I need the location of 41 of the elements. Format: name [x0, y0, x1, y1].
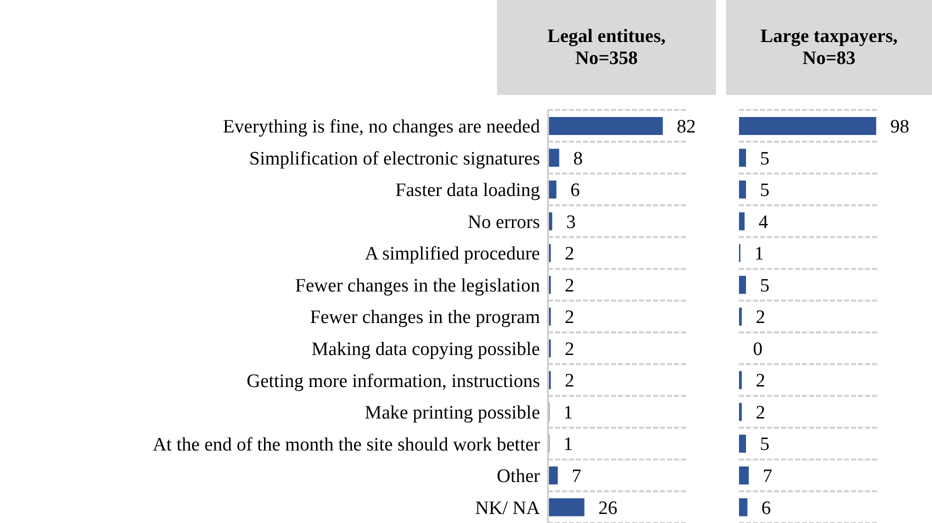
chart-title: Large taxpayers, No=83 — [726, 0, 932, 95]
data-label: 5 — [760, 434, 770, 456]
data-label: 98 — [890, 116, 910, 138]
y-tick-label: Fewer changes in the legislation — [295, 275, 540, 296]
data-label: 5 — [760, 180, 770, 202]
data-label: 1 — [754, 244, 764, 265]
data-label: 2 — [564, 244, 574, 265]
data-label: 2 — [564, 307, 574, 328]
data-label: 3 — [566, 212, 576, 233]
data-label: 1 — [563, 434, 573, 456]
data-label: 4 — [758, 212, 769, 233]
data-label: 2 — [756, 402, 766, 424]
data-label: 6 — [761, 498, 771, 519]
data-label: 7 — [572, 466, 582, 487]
y-tick-label: No errors — [468, 212, 540, 233]
y-tick-label: NK/ NA — [475, 498, 540, 519]
y-tick-label: Fewer changes in the program — [310, 307, 540, 328]
y-tick-label: Faster data loading — [395, 180, 540, 202]
y-tick-label: A simplified procedure — [364, 244, 540, 265]
y-tick-label: Simplification of electronic signatures — [249, 148, 540, 170]
data-label: 7 — [762, 466, 772, 487]
chart-title: Legal entitues, No=358 — [497, 0, 716, 95]
data-label: 2 — [564, 370, 574, 392]
data-label: 5 — [760, 148, 770, 170]
data-label: 8 — [573, 148, 583, 170]
data-label: 26 — [598, 498, 618, 519]
data-label: 2 — [756, 307, 766, 328]
y-tick-label: Make printing possible — [364, 402, 540, 424]
data-label: 1 — [563, 402, 573, 424]
y-tick-label: At the end of the month the site should work better — [152, 434, 541, 456]
data-label: 82 — [676, 116, 696, 138]
data-label: 2 — [564, 338, 574, 360]
y-tick-label: Making data copying possible — [312, 339, 540, 360]
data-label: 2 — [564, 275, 574, 296]
y-tick-label: Other — [496, 466, 541, 488]
y-tick-label: Getting more information, instructions — [246, 370, 540, 392]
data-label: 6 — [570, 180, 580, 202]
y-tick-label: Everything is fine, no changes are needed — [222, 116, 540, 138]
data-label: 0 — [753, 338, 762, 360]
data-label: 5 — [760, 275, 770, 296]
data-label: 2 — [756, 370, 766, 392]
